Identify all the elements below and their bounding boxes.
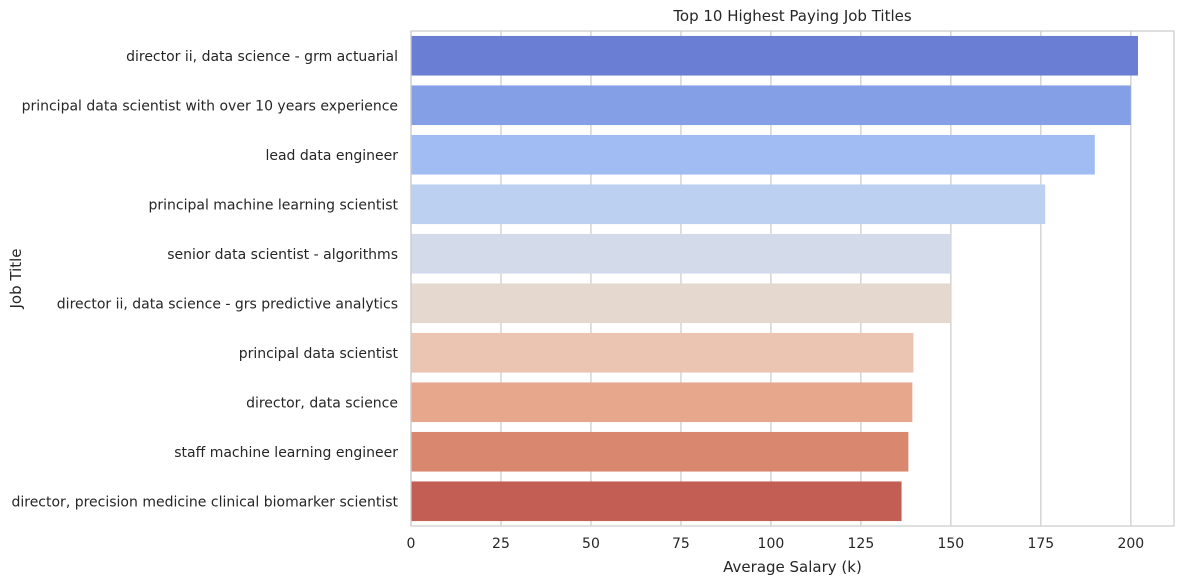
y-axis-label: Job Title — [7, 248, 25, 309]
bar — [411, 184, 1046, 225]
x-axis-label: Average Salary (k) — [723, 558, 862, 576]
x-tick-label: 200 — [1117, 536, 1144, 552]
bar — [411, 382, 913, 423]
y-tick-label: principal data scientist with over 10 ye… — [22, 98, 398, 114]
bar — [411, 431, 909, 472]
x-tick-label: 125 — [848, 536, 875, 552]
x-tick-labels: 0 25 50 75 100 125 150 175 200 — [407, 536, 1145, 552]
bar — [411, 481, 902, 522]
y-tick-label: director, precision medicine clinical bi… — [11, 494, 398, 510]
bar — [411, 233, 951, 274]
x-tick-label: 75 — [672, 536, 690, 552]
bars — [411, 35, 1139, 522]
x-tick-label: 100 — [758, 536, 785, 552]
y-tick-label: director, data science — [246, 395, 398, 411]
x-tick-label: 50 — [582, 536, 600, 552]
x-tick-label: 150 — [937, 536, 964, 552]
y-tick-label: director ii, data science - grm actuaria… — [126, 49, 398, 65]
chart-title: Top 10 Highest Paying Job Titles — [672, 7, 912, 25]
y-tick-labels: director ii, data science - grm actuaria… — [11, 49, 398, 511]
x-tick-label: 0 — [407, 536, 416, 552]
bar — [411, 134, 1095, 175]
y-tick-label: principal machine learning scientist — [148, 197, 398, 213]
bar — [411, 332, 914, 373]
bar — [411, 283, 951, 324]
y-tick-label: principal data scientist — [239, 346, 399, 362]
y-tick-label: staff machine learning engineer — [174, 445, 398, 461]
y-tick-label: senior data scientist - algorithms — [167, 247, 398, 263]
y-tick-label: director ii, data science - grs predicti… — [57, 296, 398, 312]
bar — [411, 35, 1139, 76]
x-tick-label: 175 — [1027, 536, 1054, 552]
x-tick-label: 25 — [492, 536, 510, 552]
bar — [411, 85, 1131, 126]
plot-frame — [410, 30, 1175, 527]
y-tick-label: lead data engineer — [265, 148, 398, 164]
